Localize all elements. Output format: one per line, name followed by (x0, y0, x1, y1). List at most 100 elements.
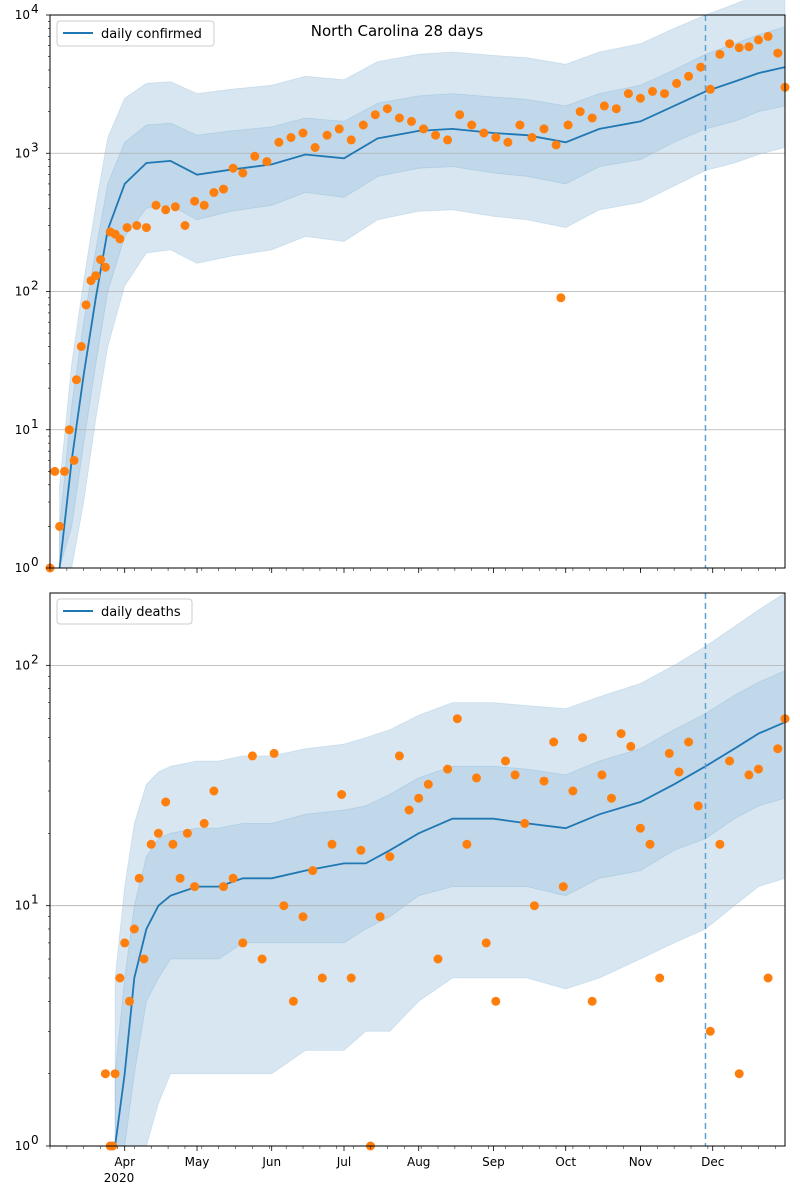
data-point (60, 466, 69, 476)
data-point (385, 852, 395, 862)
data-point (358, 120, 368, 130)
data-point (754, 35, 763, 45)
data-point (247, 751, 257, 761)
x-tick-label: Aug (407, 1155, 430, 1169)
y-tick-exponent: 1 (31, 893, 39, 907)
data-point (274, 137, 284, 147)
data-point (308, 866, 318, 876)
bottom-observed-points (100, 714, 790, 1151)
data-point (705, 1026, 715, 1036)
fit-line (114, 721, 786, 1147)
data-point (139, 954, 149, 964)
y-tick-exponent: 0 (31, 1133, 39, 1147)
data-point (501, 756, 510, 766)
data-point (744, 770, 754, 780)
data-point (334, 124, 344, 134)
data-point (597, 770, 607, 780)
data-point (431, 130, 441, 140)
bottom-x-axis-ticks: Apr May Jun Jul Aug Sep Oct Nov Dec (49, 1146, 776, 1169)
data-point (120, 938, 130, 948)
data-point (394, 751, 404, 761)
data-point (672, 78, 682, 88)
data-point (472, 773, 481, 783)
data-point (455, 110, 465, 120)
chart-title: North Carolina 28 days (311, 22, 484, 40)
x-tick-label: May (185, 1155, 210, 1169)
data-point (288, 996, 298, 1006)
top-legend: daily confirmed (56, 20, 215, 47)
data-point (773, 48, 783, 58)
data-point (479, 128, 489, 138)
data-point (587, 996, 597, 1006)
data-point (115, 234, 125, 244)
data-point (69, 455, 79, 465)
data-point (491, 996, 501, 1006)
data-point (209, 188, 219, 197)
data-point (527, 133, 537, 142)
data-point (141, 223, 151, 233)
data-point (763, 31, 773, 41)
data-point (346, 973, 356, 983)
data-point (76, 342, 86, 351)
x-tick-label: Dec (701, 1155, 724, 1169)
data-point (684, 71, 694, 81)
data-point (674, 767, 684, 777)
data-point (623, 89, 633, 99)
data-point (491, 133, 501, 142)
data-point (645, 839, 655, 849)
data-point (250, 151, 260, 161)
data-point (611, 104, 621, 114)
x-tick-label: Nov (629, 1155, 652, 1169)
data-point (705, 84, 715, 94)
data-point (199, 200, 209, 210)
y-tick-exponent: 1 (31, 417, 39, 431)
data-point (648, 86, 657, 96)
x-tick-label: Jun (261, 1155, 281, 1169)
data-point (549, 737, 559, 747)
data-point (269, 748, 279, 758)
data-point (626, 741, 636, 751)
data-point (452, 714, 462, 724)
data-point (81, 300, 91, 310)
data-point (146, 839, 156, 849)
y-tick-exponent: 0 (31, 555, 39, 569)
data-point (134, 873, 144, 883)
bottom-plot-area (50, 593, 785, 1146)
data-point (346, 135, 356, 145)
data-point (228, 873, 238, 883)
data-point (115, 973, 125, 983)
x-tick-label: Oct (555, 1155, 576, 1169)
data-point (219, 882, 228, 892)
data-point (100, 262, 110, 272)
data-point (110, 1069, 120, 1079)
data-point (660, 89, 669, 99)
data-point (322, 130, 332, 140)
x-year-label: 2020 (104, 1171, 135, 1185)
data-point (515, 120, 525, 130)
data-point (715, 839, 725, 849)
data-point (180, 221, 190, 230)
data-point (151, 200, 161, 210)
data-point (551, 140, 561, 150)
y-tick-label: 10 (15, 285, 30, 299)
data-point (744, 42, 754, 52)
data-point (394, 113, 404, 123)
data-point (763, 973, 773, 983)
data-point (443, 764, 453, 774)
data-point (370, 110, 380, 120)
data-point (734, 43, 744, 53)
data-point (257, 954, 267, 964)
data-point (317, 973, 327, 983)
data-point (693, 801, 703, 811)
data-point (725, 39, 735, 49)
data-point (238, 168, 248, 178)
bottom-legend-box (56, 598, 193, 625)
data-point (327, 839, 337, 849)
data-point (175, 873, 185, 883)
data-point (153, 828, 163, 838)
y-tick-label: 10 (15, 658, 30, 672)
data-point (684, 737, 694, 747)
data-point (72, 375, 81, 385)
